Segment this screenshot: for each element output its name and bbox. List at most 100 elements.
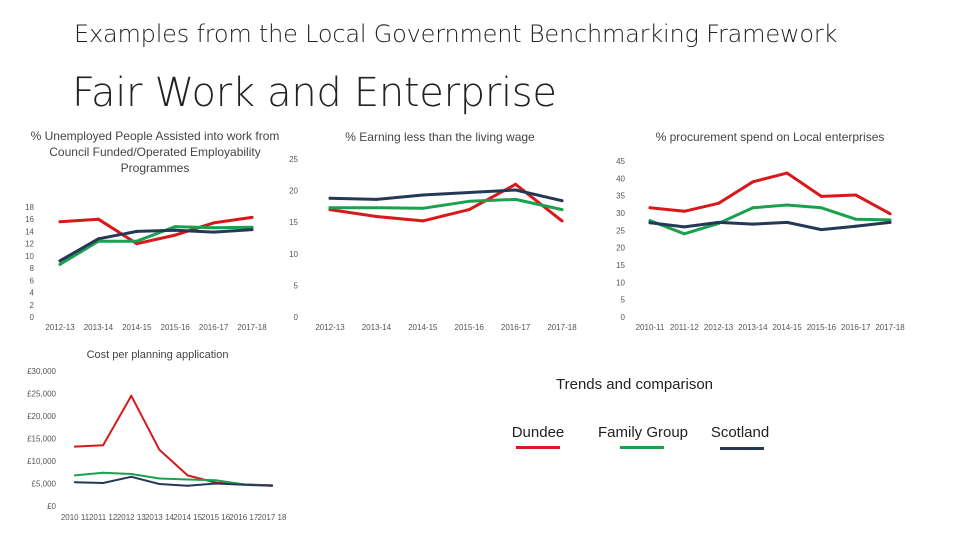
y-tick-label: £15,000 [27, 435, 56, 444]
data-point-family-group [102, 471, 105, 474]
x-tick-label: 2013-14 [362, 323, 392, 332]
chart-title-procurement: % procurement spend on Local enterprises [655, 130, 885, 144]
x-tick-label: 2011-12 [670, 323, 699, 332]
x-tick-label: 2016-17 [199, 323, 229, 332]
data-point-family-group [682, 232, 686, 236]
data-point-family-group [250, 225, 254, 229]
data-point-dundee [854, 193, 858, 197]
y-tick-label: 35 [616, 192, 625, 201]
y-tick-label: £0 [47, 502, 56, 511]
y-tick-label: 16 [25, 215, 34, 224]
y-tick-label: £10,000 [27, 457, 56, 466]
data-point-scotland [250, 228, 254, 232]
data-point-scotland [421, 193, 425, 197]
data-point-scotland [58, 259, 62, 263]
x-tick-label: 2013-14 [84, 323, 114, 332]
x-tick-label: 2014-15 [122, 323, 152, 332]
data-point-dundee [717, 201, 721, 205]
y-tick-label: 25 [289, 155, 298, 164]
data-point-scotland [96, 237, 100, 241]
data-point-family-group [328, 206, 332, 210]
data-point-dundee [58, 220, 62, 224]
y-tick-label: 40 [616, 174, 625, 183]
y-tick-label: 12 [25, 240, 34, 249]
y-tick-label: 15 [289, 218, 298, 227]
data-point-scotland [751, 222, 755, 226]
series-line-family-group [648, 203, 892, 236]
chart-title-unemployed: % Unemployed People Assisted into work f… [30, 129, 280, 175]
data-point-family-group [58, 262, 62, 266]
y-tick-label: 2 [30, 301, 35, 310]
data-point-scotland [374, 197, 378, 201]
data-point-family-group [421, 206, 425, 210]
data-point-dundee [888, 212, 892, 216]
data-point-family-group [158, 477, 161, 480]
y-tick-label: 45 [616, 157, 625, 166]
data-point-dundee [250, 215, 254, 219]
data-point-scotland [717, 220, 721, 224]
data-point-dundee [560, 219, 564, 223]
x-tick-label: 2014-15 [408, 323, 438, 332]
data-point-scotland [271, 484, 273, 487]
data-point-family-group [854, 217, 858, 221]
series-line-scotland [328, 188, 564, 203]
x-tick-label: 2017-18 [547, 323, 577, 332]
data-point-family-group [374, 206, 378, 210]
chart-title-living-wage: % Earning less than the living wage [345, 130, 535, 144]
y-tick-label: 5 [621, 296, 626, 305]
data-point-scotland [186, 484, 189, 487]
chart-unemployed: 0 2 4 6 8 10 12 14 16 18 2012-13 2013-14 2014-15 2015… [25, 203, 267, 332]
chart-title-planning-cost: Cost per planning application [86, 349, 229, 361]
data-point-scotland [682, 225, 686, 229]
data-point-dundee [467, 208, 471, 212]
data-point-scotland [102, 482, 105, 484]
y-tick-label: 10 [616, 278, 625, 287]
data-point-dundee [212, 221, 216, 225]
y-tick-label: 0 [30, 313, 35, 322]
data-point-dundee [173, 233, 177, 237]
data-point-dundee [785, 171, 789, 175]
series-line-scotland [58, 228, 254, 263]
x-tick-label: 2014 15 [173, 513, 202, 522]
x-tick-label: 2015 16 [201, 513, 230, 522]
page-title: Fair Work and Enterprise [72, 70, 557, 116]
data-point-family-group [888, 218, 892, 222]
data-point-dundee [130, 394, 133, 397]
data-point-scotland [328, 196, 332, 200]
data-point-scotland [648, 221, 652, 225]
y-tick-label: 8 [30, 264, 35, 273]
chart-procurement: 0 5 10 15 20 25 30 35 40 45 2010-11 2011-12 2012-13 2… [616, 157, 905, 332]
data-point-scotland [242, 483, 245, 486]
data-point-family-group [514, 197, 518, 201]
data-point-dundee [102, 444, 105, 447]
data-point-dundee [648, 206, 652, 210]
y-tick-label: 30 [616, 209, 625, 218]
data-point-scotland [74, 481, 76, 484]
data-point-dundee [421, 219, 425, 223]
y-tick-label: £5,000 [32, 480, 57, 489]
data-point-family-group [214, 479, 217, 482]
data-point-family-group [212, 226, 216, 230]
data-point-family-group [785, 203, 789, 207]
y-tick-label: £25,000 [27, 390, 56, 399]
y-tick-label: 18 [25, 203, 34, 212]
y-tick-label: £20,000 [27, 412, 56, 421]
data-point-family-group [135, 239, 139, 243]
data-point-dundee [751, 180, 755, 184]
data-point-scotland [785, 220, 789, 224]
data-point-scotland [173, 228, 177, 232]
data-point-dundee [374, 215, 378, 218]
y-tick-label: 0 [294, 313, 299, 322]
data-point-scotland [888, 220, 892, 224]
x-tick-label: 2012-13 [704, 323, 734, 332]
legend-line-family-group [620, 446, 664, 449]
data-point-family-group [751, 206, 755, 210]
x-tick-label: 2016 17 [229, 513, 258, 522]
y-tick-label: 10 [25, 252, 34, 261]
chart-planning-cost: £0 £5,000 £10,000 £15,000 £20,000 £25,000 £30,… [27, 367, 287, 522]
x-tick-label: 2015-16 [455, 323, 485, 332]
data-point-scotland [467, 191, 471, 194]
data-point-dundee [96, 217, 100, 221]
x-tick-label: 2017-18 [237, 323, 267, 332]
data-point-family-group [186, 478, 189, 481]
